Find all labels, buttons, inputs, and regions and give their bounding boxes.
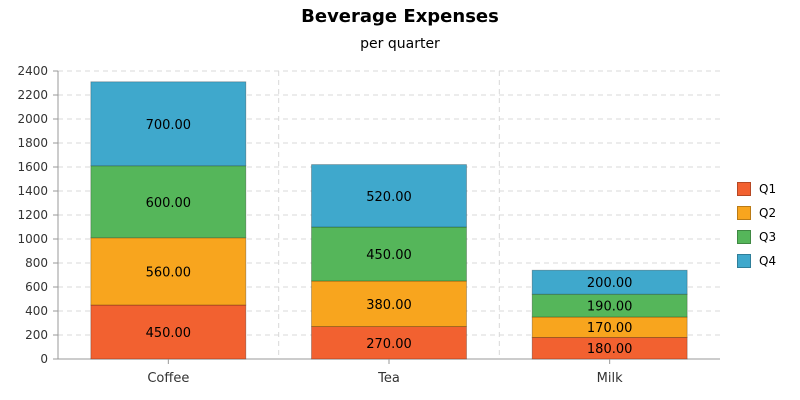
y-tick-label: 1800	[17, 136, 48, 150]
y-tick-label: 1600	[17, 160, 48, 174]
bar-segment-tea-q4	[311, 164, 467, 228]
y-tick-label: 400	[25, 304, 48, 318]
data-label: 270.00	[366, 337, 412, 352]
legend-label: Q4	[759, 254, 777, 268]
data-label: 180.00	[587, 342, 633, 357]
data-label: 450.00	[146, 326, 192, 341]
x-tick-label: Tea	[377, 371, 400, 386]
legend-swatch	[737, 182, 751, 196]
y-tick-label: 200	[25, 328, 48, 342]
legend-label: Q2	[759, 206, 777, 220]
legend-label: Q1	[759, 182, 777, 196]
data-label: 450.00	[366, 248, 412, 263]
bar-segment-milk-q4	[531, 269, 688, 295]
legend-swatch	[737, 254, 751, 268]
legend-item-q4[interactable]: Q4	[737, 253, 776, 269]
chart-title: Beverage Expenses	[301, 6, 499, 27]
bar-segment-coffee-q4	[90, 81, 247, 167]
data-label: 200.00	[587, 276, 633, 291]
y-tick-label: 2200	[17, 88, 48, 102]
data-label: 560.00	[146, 265, 192, 280]
data-label: 380.00	[366, 298, 412, 313]
y-tick-label: 800	[25, 256, 48, 270]
data-label: 600.00	[146, 196, 192, 211]
y-tick-label: 2000	[17, 112, 48, 126]
y-tick-label: 1400	[17, 184, 48, 198]
bar-segment-tea-q3	[311, 226, 467, 282]
legend-swatch	[737, 206, 751, 220]
chart-legend: Q1 Q2 Q3 Q4	[737, 181, 776, 277]
data-label: 520.00	[366, 190, 412, 205]
legend-swatch	[737, 230, 751, 244]
y-tick-label: 1200	[17, 208, 48, 222]
legend-item-q2[interactable]: Q2	[737, 205, 776, 221]
y-tick-label: 600	[25, 280, 48, 294]
legend-item-q1[interactable]: Q1	[737, 181, 776, 197]
y-tick-label: 1000	[17, 232, 48, 246]
y-tick-label: 2400	[17, 64, 48, 78]
legend-item-q3[interactable]: Q3	[737, 229, 776, 245]
bar-segment-tea-q2	[311, 280, 467, 327]
bar-segment-coffee-q3	[90, 165, 247, 239]
bar-segment-tea-q1	[311, 326, 467, 360]
bar-segment-coffee-q2	[90, 237, 247, 306]
x-tick-label: Coffee	[147, 371, 189, 386]
data-label: 190.00	[587, 300, 633, 315]
chart-subtitle: per quarter	[360, 36, 440, 52]
y-tick-label: 0	[40, 352, 48, 366]
legend-label: Q3	[759, 230, 777, 244]
data-label: 700.00	[146, 118, 192, 133]
x-tick-label: Milk	[597, 371, 623, 386]
bar-segment-coffee-q1	[90, 304, 247, 360]
data-label: 170.00	[587, 321, 633, 336]
